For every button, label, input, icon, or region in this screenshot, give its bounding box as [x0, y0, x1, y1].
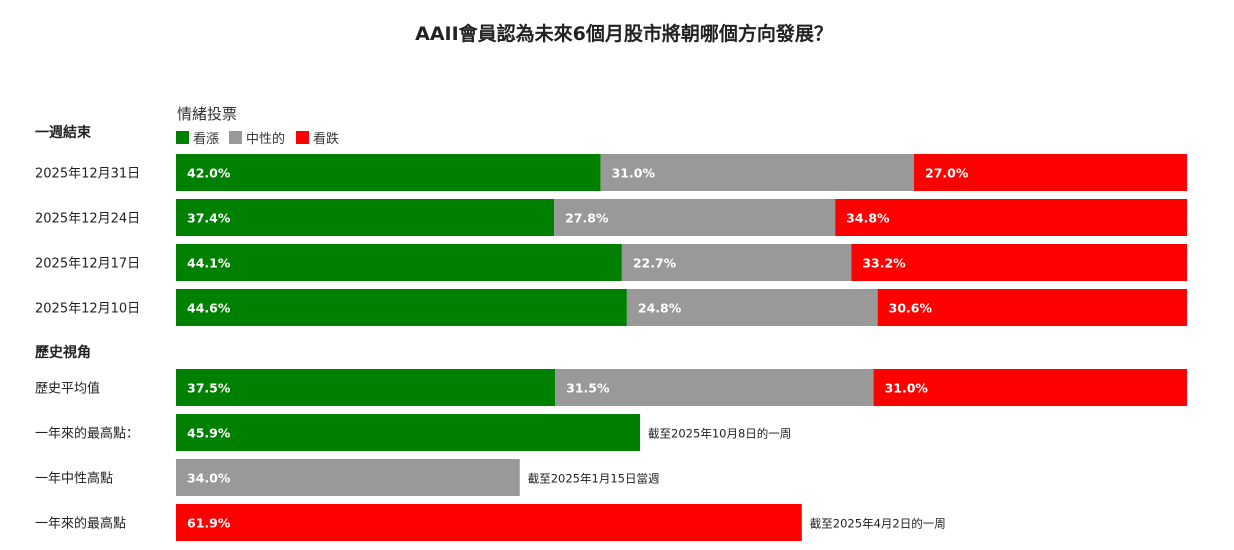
bar-segment	[554, 199, 836, 236]
section-label: 一週結束	[35, 124, 92, 141]
bar-value-label: 30.6%	[889, 301, 933, 316]
row-label: 2025年12月10日	[35, 302, 140, 317]
row-label: 2025年12月17日	[35, 257, 140, 272]
bar-segment	[873, 369, 1187, 406]
row-note: 截至2025年1月15日當週	[528, 472, 660, 486]
bar-value-label: 45.9%	[187, 426, 231, 441]
bar-segment	[555, 369, 874, 406]
bar-segment	[835, 199, 1187, 236]
legend-label: 看跌	[313, 131, 339, 147]
bar-value-label: 34.0%	[187, 471, 231, 486]
bar-segment	[851, 244, 1187, 281]
legend: 看漲 中性的 看跌	[176, 131, 339, 147]
bar-segment	[626, 289, 878, 326]
bar-segment	[176, 459, 520, 496]
bar-value-label: 31.0%	[612, 166, 656, 181]
bar-segment	[914, 154, 1187, 191]
legend-label: 中性的	[246, 131, 285, 147]
bar-segment	[176, 289, 627, 326]
bar-value-label: 42.0%	[187, 166, 231, 181]
legend-label: 看漲	[193, 131, 219, 147]
bar-value-label: 37.5%	[187, 381, 231, 396]
row-label: 一年來的最高點	[35, 516, 126, 532]
bar-value-label: 22.7%	[633, 256, 677, 271]
bar-segment	[176, 414, 641, 451]
section-label: 歷史視角	[35, 344, 91, 361]
bar-value-label: 44.6%	[187, 301, 231, 316]
bar-segment	[176, 154, 601, 191]
chart-title: AAII會員認為未來6個月股市將朝哪個方向發展？	[415, 22, 833, 45]
bar-value-label: 34.8%	[846, 211, 890, 226]
bar-value-label: 24.8%	[638, 301, 682, 316]
chart-rows: 一週結束 2025年12月31日 42.0% 31.0% 27.0% 2025年12月24…	[35, 124, 1187, 541]
bar-segment	[176, 504, 802, 541]
bar-value-label: 61.9%	[187, 516, 231, 531]
row-label: 2025年12月31日	[35, 167, 140, 182]
row-note: 截至2025年4月2日的一周	[810, 517, 946, 531]
legend-swatch	[176, 131, 189, 144]
bar-value-label: 33.2%	[862, 256, 906, 271]
legend-swatch	[229, 131, 242, 144]
bar-segment	[621, 244, 852, 281]
bar-value-label: 31.0%	[885, 381, 929, 396]
bar-segment	[877, 289, 1187, 326]
row-label: 歷史平均值	[35, 381, 100, 397]
row-note: 截至2025年10月8日的一周	[648, 427, 791, 441]
row-label: 2025年12月24日	[35, 212, 140, 227]
bar-segment	[176, 199, 555, 236]
row-label: 一年中性高點	[35, 471, 113, 487]
bar-value-label: 27.8%	[565, 211, 609, 226]
bar-value-label: 44.1%	[187, 256, 231, 271]
bar-value-label: 27.0%	[925, 166, 969, 181]
row-label: 一年來的最高點：	[35, 426, 139, 442]
bar-segment	[176, 244, 622, 281]
bar-value-label: 31.5%	[566, 381, 610, 396]
legend-swatch	[296, 131, 309, 144]
legend-title: 情緒投票	[177, 105, 237, 123]
bar-segment	[600, 154, 915, 191]
bar-segment	[176, 369, 556, 406]
bar-value-label: 37.4%	[187, 211, 231, 226]
